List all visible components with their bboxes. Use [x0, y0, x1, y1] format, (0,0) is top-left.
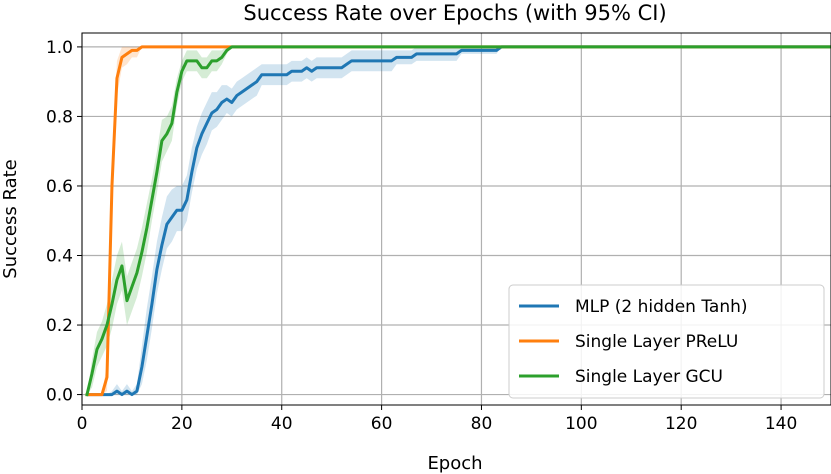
x-tick-label: 140 — [765, 414, 797, 434]
x-tick-label: 80 — [471, 414, 493, 434]
legend-label: Single Layer PReLU — [575, 332, 738, 352]
x-tick-label: 0 — [77, 414, 88, 434]
legend-label: MLP (2 hidden Tanh) — [575, 297, 748, 317]
y-tick-label: 0.4 — [46, 247, 73, 267]
y-tick-label: 1.0 — [46, 38, 73, 58]
series-line-1 — [85, 45, 831, 397]
series-line-0 — [85, 45, 831, 397]
x-tick-label: 20 — [171, 414, 193, 434]
series-lines — [85, 45, 831, 397]
x-tick-label: 100 — [565, 414, 597, 434]
legend: MLP (2 hidden Tanh) Single Layer PReLU Sin… — [508, 284, 825, 399]
x-tick-label: 40 — [271, 414, 293, 434]
y-tick-label: 0.6 — [46, 177, 73, 197]
series-line-2 — [85, 45, 831, 397]
y-axis-ticks: 0.0 0.2 0.4 0.6 0.8 1.0 — [46, 38, 82, 406]
legend-box — [508, 284, 825, 399]
y-axis-label: Success Rate — [0, 159, 21, 278]
x-axis-ticks: 0 20 40 60 80 100 120 140 — [77, 405, 797, 434]
x-tick-label: 60 — [371, 414, 393, 434]
y-tick-label: 0.0 — [46, 386, 73, 406]
x-axis-label: Epoch — [427, 453, 482, 474]
y-tick-label: 0.8 — [46, 107, 73, 127]
legend-label: Single Layer GCU — [575, 367, 723, 387]
x-tick-label: 120 — [665, 414, 697, 434]
y-tick-label: 0.2 — [46, 316, 73, 336]
plot-frame — [81, 32, 831, 406]
chart-title: Success Rate over Epochs (with 95% CI) — [243, 1, 666, 25]
